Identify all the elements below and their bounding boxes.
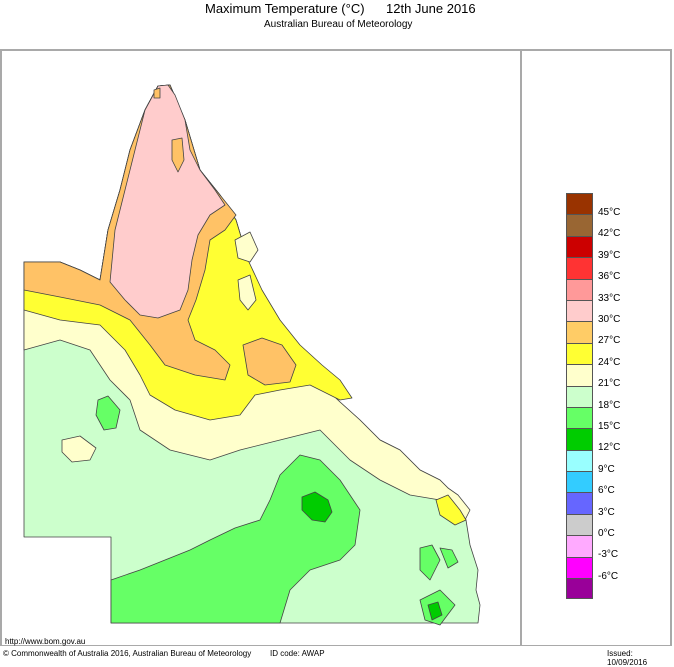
legend-label: -6°C bbox=[598, 570, 619, 582]
map-date: 12th June 2016 bbox=[386, 1, 476, 16]
legend-swatch bbox=[566, 364, 593, 386]
legend-label: 30°C bbox=[598, 314, 621, 325]
legend-label: 9°C bbox=[598, 463, 615, 475]
legend-swatch bbox=[566, 449, 593, 472]
legend-label: 3°C bbox=[598, 506, 615, 518]
legend-swatch bbox=[566, 406, 593, 429]
legend-label: 42°C bbox=[598, 228, 621, 240]
legend-swatch bbox=[566, 578, 593, 600]
copyright-text: © Commonwealth of Australia 2016, Austra… bbox=[3, 649, 252, 658]
legend-label: -3°C bbox=[598, 549, 619, 561]
region-12-15 bbox=[301, 491, 333, 523]
region-15-18 bbox=[110, 454, 361, 624]
legend-swatch bbox=[566, 535, 593, 557]
legend-label: 36°C bbox=[598, 271, 621, 283]
region-30-33 bbox=[109, 84, 226, 319]
legend-swatches bbox=[566, 193, 593, 600]
map-title: Maximum Temperature (°C) bbox=[205, 1, 365, 16]
map-frame bbox=[0, 49, 672, 646]
legend-label: 33°C bbox=[598, 292, 621, 304]
legend-label: 21°C bbox=[598, 378, 621, 390]
legend-swatch bbox=[566, 342, 593, 365]
map-subtitle: Australian Bureau of Meteorology bbox=[264, 19, 413, 30]
legend-swatch bbox=[566, 299, 593, 322]
legend-swatch bbox=[566, 513, 593, 536]
legend-swatch bbox=[566, 556, 593, 579]
legend-label: 6°C bbox=[598, 485, 615, 497]
legend-swatch bbox=[566, 492, 593, 514]
legend-swatch bbox=[566, 385, 593, 407]
legend-label: 27°C bbox=[598, 335, 621, 347]
legend-label: 15°C bbox=[598, 421, 621, 432]
legend-label: 24°C bbox=[598, 356, 621, 368]
color-legend: 45°C 42°C 39°C 36°C 33°C 30°C 27°C 24°C 21°C 18°C… bbox=[566, 193, 620, 600]
chart-title: Maximum Temperature (°C) 12th June 2016 bbox=[0, 0, 674, 20]
legend-label: 18°C bbox=[598, 399, 621, 411]
legend-label: 0°C bbox=[598, 528, 615, 539]
legend-swatch bbox=[566, 428, 593, 450]
legend-swatch bbox=[566, 278, 593, 300]
legend-swatch bbox=[566, 471, 593, 493]
region-27-30-coast bbox=[242, 337, 297, 386]
id-code: ID code: AWAP bbox=[270, 649, 325, 658]
issued-date: Issued: 10/09/2016 bbox=[607, 649, 648, 667]
legend-label: 39°C bbox=[598, 249, 621, 261]
legend-label: 12°C bbox=[598, 442, 621, 454]
legend-swatch bbox=[566, 321, 593, 343]
legend-swatch bbox=[566, 235, 593, 258]
temperature-map bbox=[23, 84, 481, 626]
legend-swatch bbox=[566, 193, 593, 215]
legend-divider bbox=[520, 49, 522, 646]
legend-swatch bbox=[566, 214, 593, 236]
legend-label: 45°C bbox=[598, 207, 621, 218]
source-url[interactable]: http://www.bom.gov.au bbox=[5, 637, 86, 646]
legend-swatch bbox=[566, 257, 593, 279]
